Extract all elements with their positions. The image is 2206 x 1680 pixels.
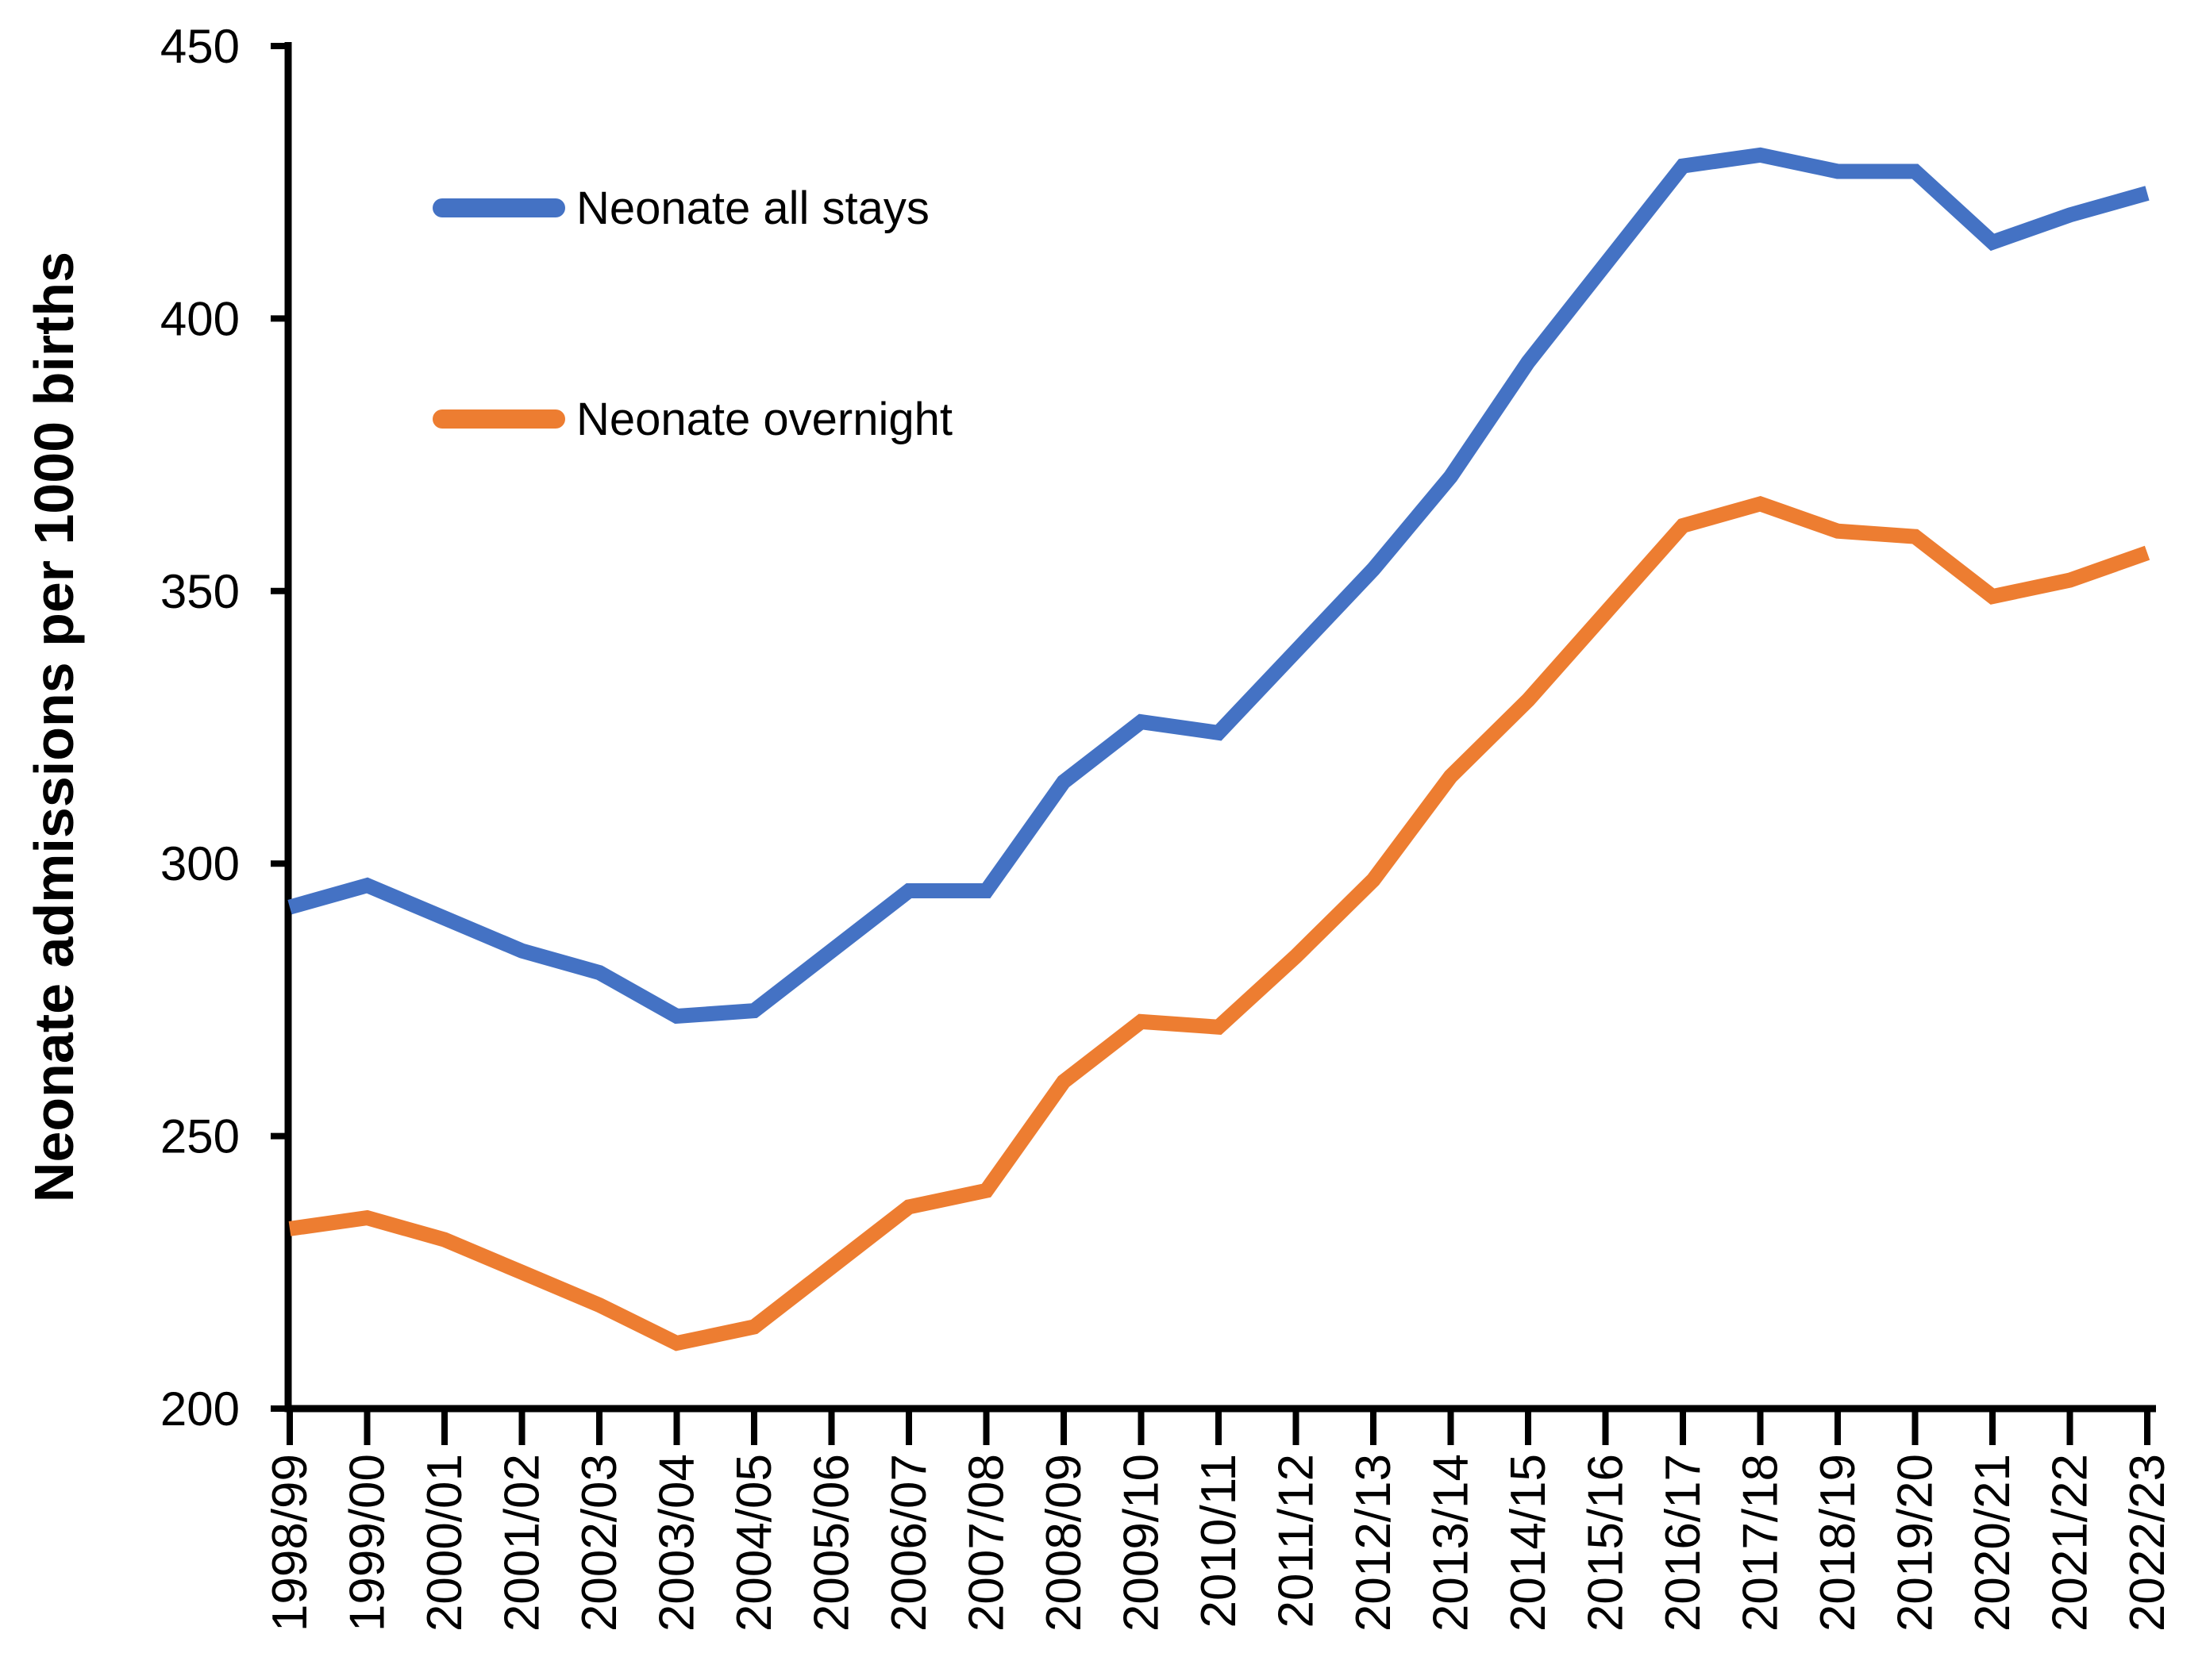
x-tick-label: 2005/06 <box>805 1454 860 1632</box>
x-tick-label: 2019/20 <box>1888 1454 1943 1632</box>
x-tick-label: 2003/04 <box>650 1454 705 1632</box>
x-tick-label: 2021/22 <box>2043 1454 2098 1632</box>
x-tick-label: 2010/11 <box>1192 1454 1246 1628</box>
x-tick-label: 1998/99 <box>263 1454 318 1632</box>
x-tick-label: 2014/15 <box>1501 1454 1556 1632</box>
x-tick-label: 2011/12 <box>1269 1454 1324 1628</box>
legend-label-overnight: Neonate overnight <box>576 393 953 445</box>
x-tick-label: 2018/19 <box>1811 1454 1865 1632</box>
x-tick-label: 2000/01 <box>418 1454 472 1632</box>
y-tick-label: 200 <box>160 1382 240 1436</box>
x-tick-label: 1999/00 <box>341 1454 395 1632</box>
series-line-neonate-all-stays <box>287 147 2150 1025</box>
x-tick-label: 2013/14 <box>1424 1454 1479 1632</box>
y-tick-label: 300 <box>160 837 240 890</box>
x-tick-label: 2007/08 <box>960 1454 1014 1632</box>
legend-swatch-all-stays <box>433 198 565 217</box>
legend-item-all-stays: Neonate all stays <box>433 176 930 240</box>
x-tick-label: 2022/23 <box>2120 1454 2175 1632</box>
legend-swatch-overnight <box>433 409 565 429</box>
y-tick-label: 400 <box>160 292 240 345</box>
y-axis-title: Neonate admissions per 1000 births <box>23 252 85 1202</box>
x-tick-label: 2008/09 <box>1037 1454 1091 1632</box>
y-tick-label: 350 <box>160 565 240 618</box>
x-tick-label: 2017/18 <box>1734 1454 1788 1632</box>
x-tick-label: 2004/05 <box>727 1454 782 1632</box>
legend-label-all-stays: Neonate all stays <box>576 182 930 234</box>
x-tick-label: 2002/03 <box>572 1454 627 1632</box>
legend-item-overnight: Neonate overnight <box>433 387 953 451</box>
y-tick-label: 250 <box>160 1110 240 1163</box>
x-tick-label: 2006/07 <box>882 1454 937 1632</box>
x-tick-label: 2020/21 <box>1965 1454 2020 1632</box>
series-line-neonate-overnight <box>288 495 2150 1351</box>
x-tick-label: 2009/10 <box>1115 1454 1169 1632</box>
x-tick-label: 2012/13 <box>1346 1454 1401 1632</box>
x-tick-label: 2015/16 <box>1579 1454 1634 1632</box>
x-tick-label: 2001/02 <box>495 1454 550 1632</box>
x-tick-label: 2016/17 <box>1656 1454 1711 1632</box>
y-tick-label: 450 <box>160 20 240 73</box>
